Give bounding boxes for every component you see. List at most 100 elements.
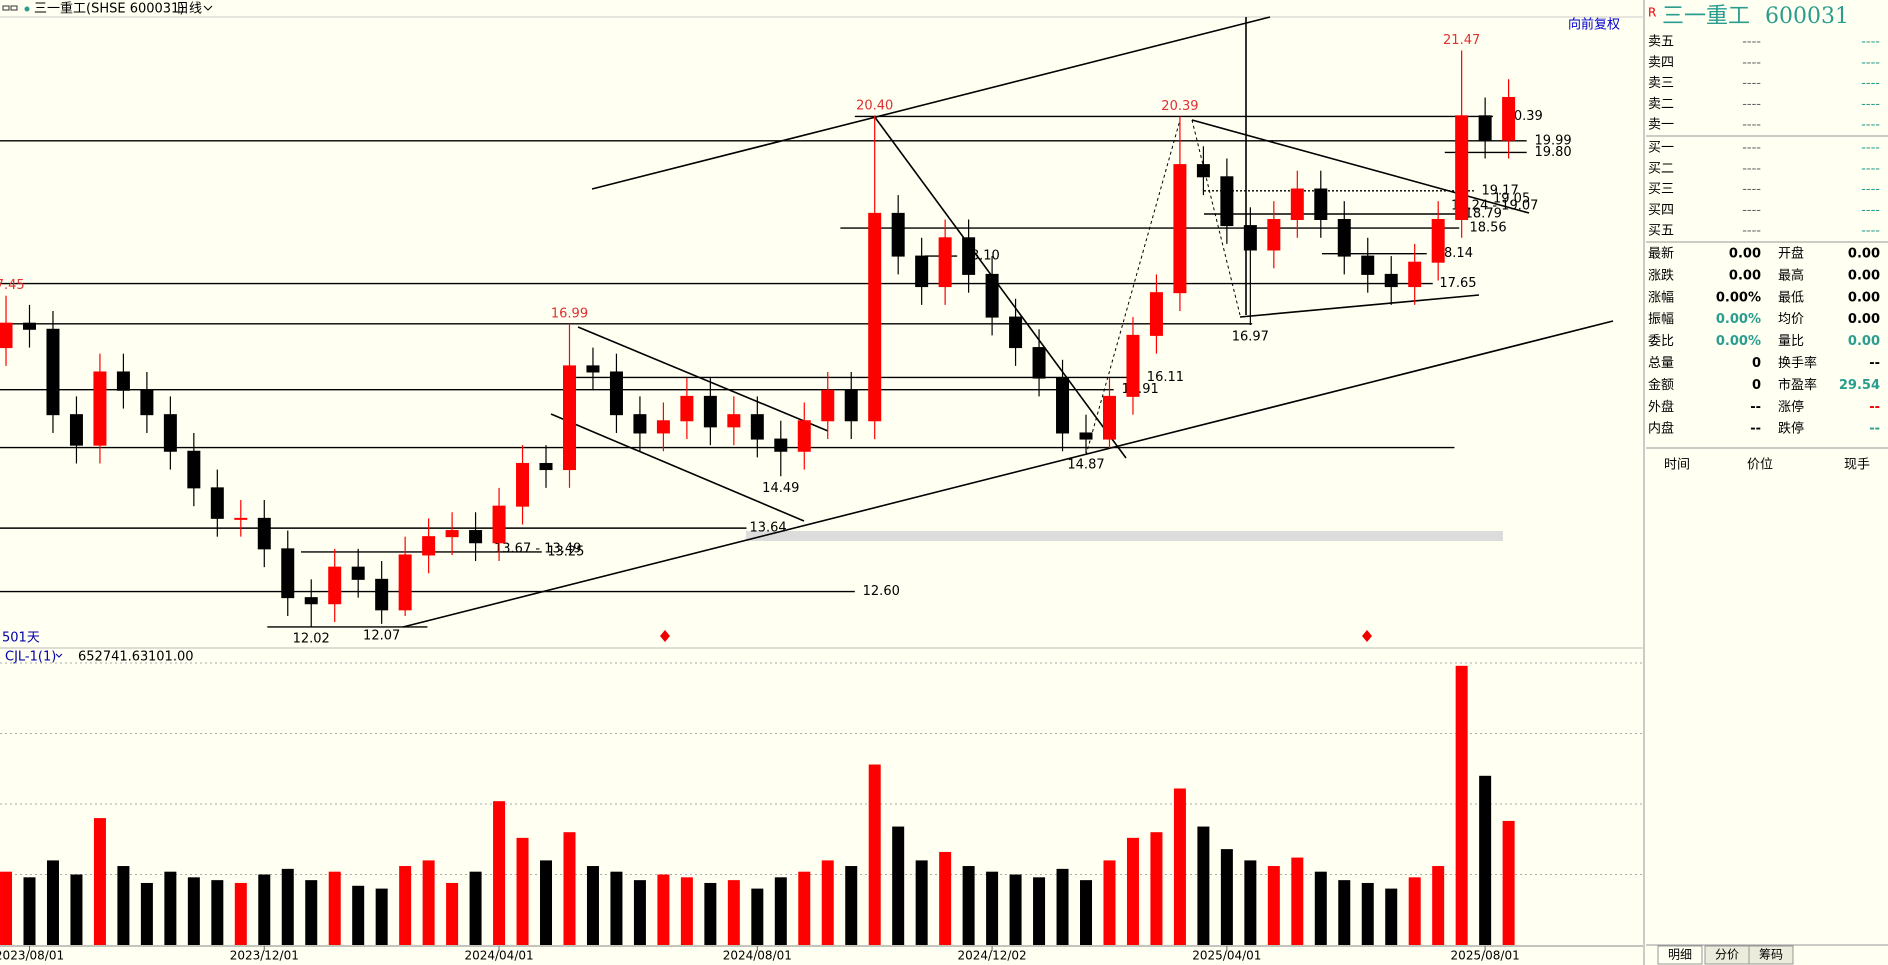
- volume-bar: [610, 871, 623, 945]
- candle-body: [656, 420, 670, 434]
- stat-value: 0.00%: [1716, 334, 1761, 349]
- volume-bar: [281, 868, 294, 945]
- volume-bar: [93, 818, 106, 945]
- stat-value: 0.00: [1848, 334, 1880, 349]
- layout-icon[interactable]: [2, 5, 10, 11]
- candle-body: [46, 328, 60, 416]
- tab[interactable]: [1657, 945, 1703, 965]
- tab[interactable]: [1748, 945, 1794, 965]
- volume-bar: [1220, 849, 1233, 945]
- stat-value: 0.00%: [1716, 312, 1761, 327]
- trend-line: [1191, 119, 1530, 214]
- book-volume: ----: [1861, 224, 1880, 239]
- trend-line: [1085, 119, 1181, 456]
- dropdown-icon[interactable]: [55, 653, 63, 658]
- candle-body: [1290, 188, 1304, 220]
- volume-bar: [727, 880, 740, 945]
- candle-body: [1056, 377, 1070, 434]
- volume-bar: [211, 880, 224, 945]
- volume-bar: [1502, 820, 1515, 945]
- candle-body: [257, 517, 271, 550]
- book-volume: ----: [1861, 182, 1880, 197]
- book-label: 买四: [1648, 203, 1674, 218]
- volume-bar: [258, 874, 271, 945]
- stat-label: 外盘: [1648, 399, 1674, 415]
- adjust-mode[interactable]: 向前复权: [1568, 17, 1620, 33]
- volume-bar: [1244, 860, 1257, 945]
- volume-bar: [375, 888, 388, 945]
- candle-body: [304, 597, 318, 605]
- stat-label: 总量: [1648, 356, 1674, 371]
- trend-line: [402, 320, 1614, 628]
- level-label: 13.25: [547, 544, 584, 559]
- indicator-name[interactable]: CJL-1(1): [5, 650, 56, 665]
- trend-line: [577, 326, 829, 432]
- volume-bar: [563, 832, 576, 945]
- layout-icon[interactable]: [10, 5, 18, 11]
- volume-bar: [422, 860, 435, 945]
- candle-body: [1126, 334, 1140, 397]
- book-volume: ----: [1861, 141, 1880, 156]
- book-label: 卖二: [1648, 97, 1674, 112]
- candle-body: [163, 414, 177, 452]
- book-volume: ----: [1861, 97, 1880, 112]
- volume-bar: [140, 882, 153, 945]
- stat-label: 委比: [1648, 334, 1674, 349]
- candle-body: [797, 420, 811, 452]
- candle-body: [1478, 115, 1492, 141]
- candle-body: [351, 566, 365, 580]
- range-label: 19.24 - 19.07: [1451, 199, 1538, 214]
- candle-body: [750, 414, 764, 440]
- stat-label: 内盘: [1648, 421, 1674, 437]
- volume-bar: [540, 860, 553, 945]
- column-header: 时间: [1664, 458, 1690, 473]
- volume-bar: [1150, 832, 1163, 945]
- stat-value: 0.00: [1848, 268, 1880, 283]
- volume-bar: [633, 880, 646, 945]
- volume-bar: [962, 866, 975, 945]
- tab-label[interactable]: 明细: [1668, 948, 1692, 962]
- candle-body: [868, 212, 882, 422]
- symbol[interactable]: 三一重工(SHSE 600031): [34, 1, 184, 17]
- tab-label[interactable]: 筹码: [1759, 948, 1783, 962]
- period[interactable]: 日线: [176, 2, 202, 17]
- volume-bar: [352, 885, 365, 945]
- volume-bar: [1361, 882, 1374, 945]
- candle-body: [703, 395, 717, 428]
- candle-body: [422, 536, 436, 556]
- x-tick-label: 2024/04/01: [464, 949, 533, 963]
- candle-body: [93, 371, 107, 446]
- low-label: 12.07: [363, 628, 400, 643]
- candle-body: [1408, 261, 1422, 288]
- tab-label[interactable]: 分价: [1715, 948, 1739, 962]
- book-price: ----: [1742, 55, 1761, 70]
- stat-label: 开盘: [1778, 246, 1804, 262]
- stat-value: 0: [1752, 356, 1761, 371]
- stat-value: 0.00%: [1716, 290, 1761, 305]
- candle-body: [962, 237, 976, 275]
- stock-code: 600031: [1765, 4, 1849, 29]
- book-price: ----: [1742, 118, 1761, 133]
- dropdown-icon[interactable]: [203, 5, 213, 11]
- candle-body: [1196, 164, 1210, 178]
- volume-bar: [586, 866, 599, 945]
- candle-body: [469, 530, 483, 544]
- trend-line: [873, 115, 1127, 459]
- stat-value: --: [1750, 400, 1761, 415]
- x-tick-label: 2024/12/02: [958, 949, 1027, 963]
- indicator-readout: 652741.63: [78, 650, 148, 665]
- volume-bar: [774, 877, 787, 945]
- high-label: 21.47: [1443, 33, 1480, 48]
- candle-body: [985, 273, 999, 318]
- volume-bar: [0, 871, 13, 945]
- candle-body: [375, 578, 389, 611]
- candle-body: [1502, 97, 1516, 141]
- volume-bar: [1314, 871, 1327, 945]
- candle-body: [1009, 316, 1023, 349]
- book-label: 买一: [1648, 141, 1674, 156]
- book-label: 买二: [1648, 161, 1674, 176]
- candle-body: [1220, 176, 1234, 227]
- candle-body: [1102, 395, 1116, 440]
- volume-bar: [751, 888, 764, 945]
